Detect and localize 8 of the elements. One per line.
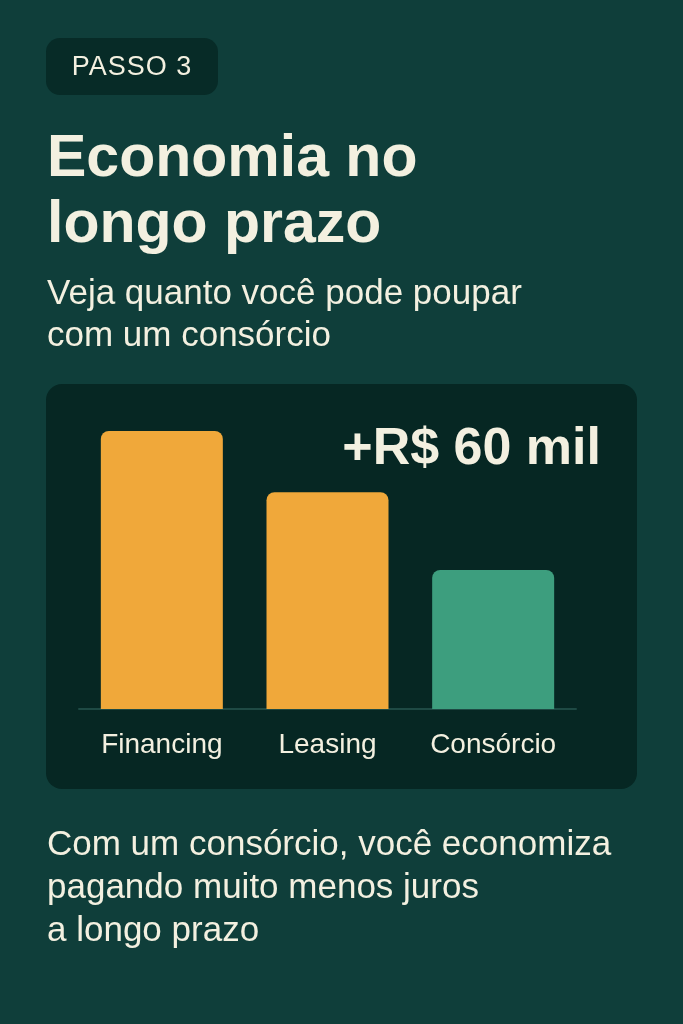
chart-subtitle: Veja quanto você pode poupar com um consórcio xyxy=(47,271,523,355)
x-tick-label: Consórcio xyxy=(430,727,557,759)
chart-title: Economia no longo prazo xyxy=(47,123,419,255)
badge: PASSO 3 xyxy=(46,38,218,95)
annotation: +R$ 60 mil xyxy=(342,417,601,475)
x-tick-label: Financing xyxy=(101,727,223,759)
x-tick-label: Leasing xyxy=(278,727,377,759)
text: Com um consórcio, você economiza pagando muito menos juros a longo prazo xyxy=(47,822,613,950)
